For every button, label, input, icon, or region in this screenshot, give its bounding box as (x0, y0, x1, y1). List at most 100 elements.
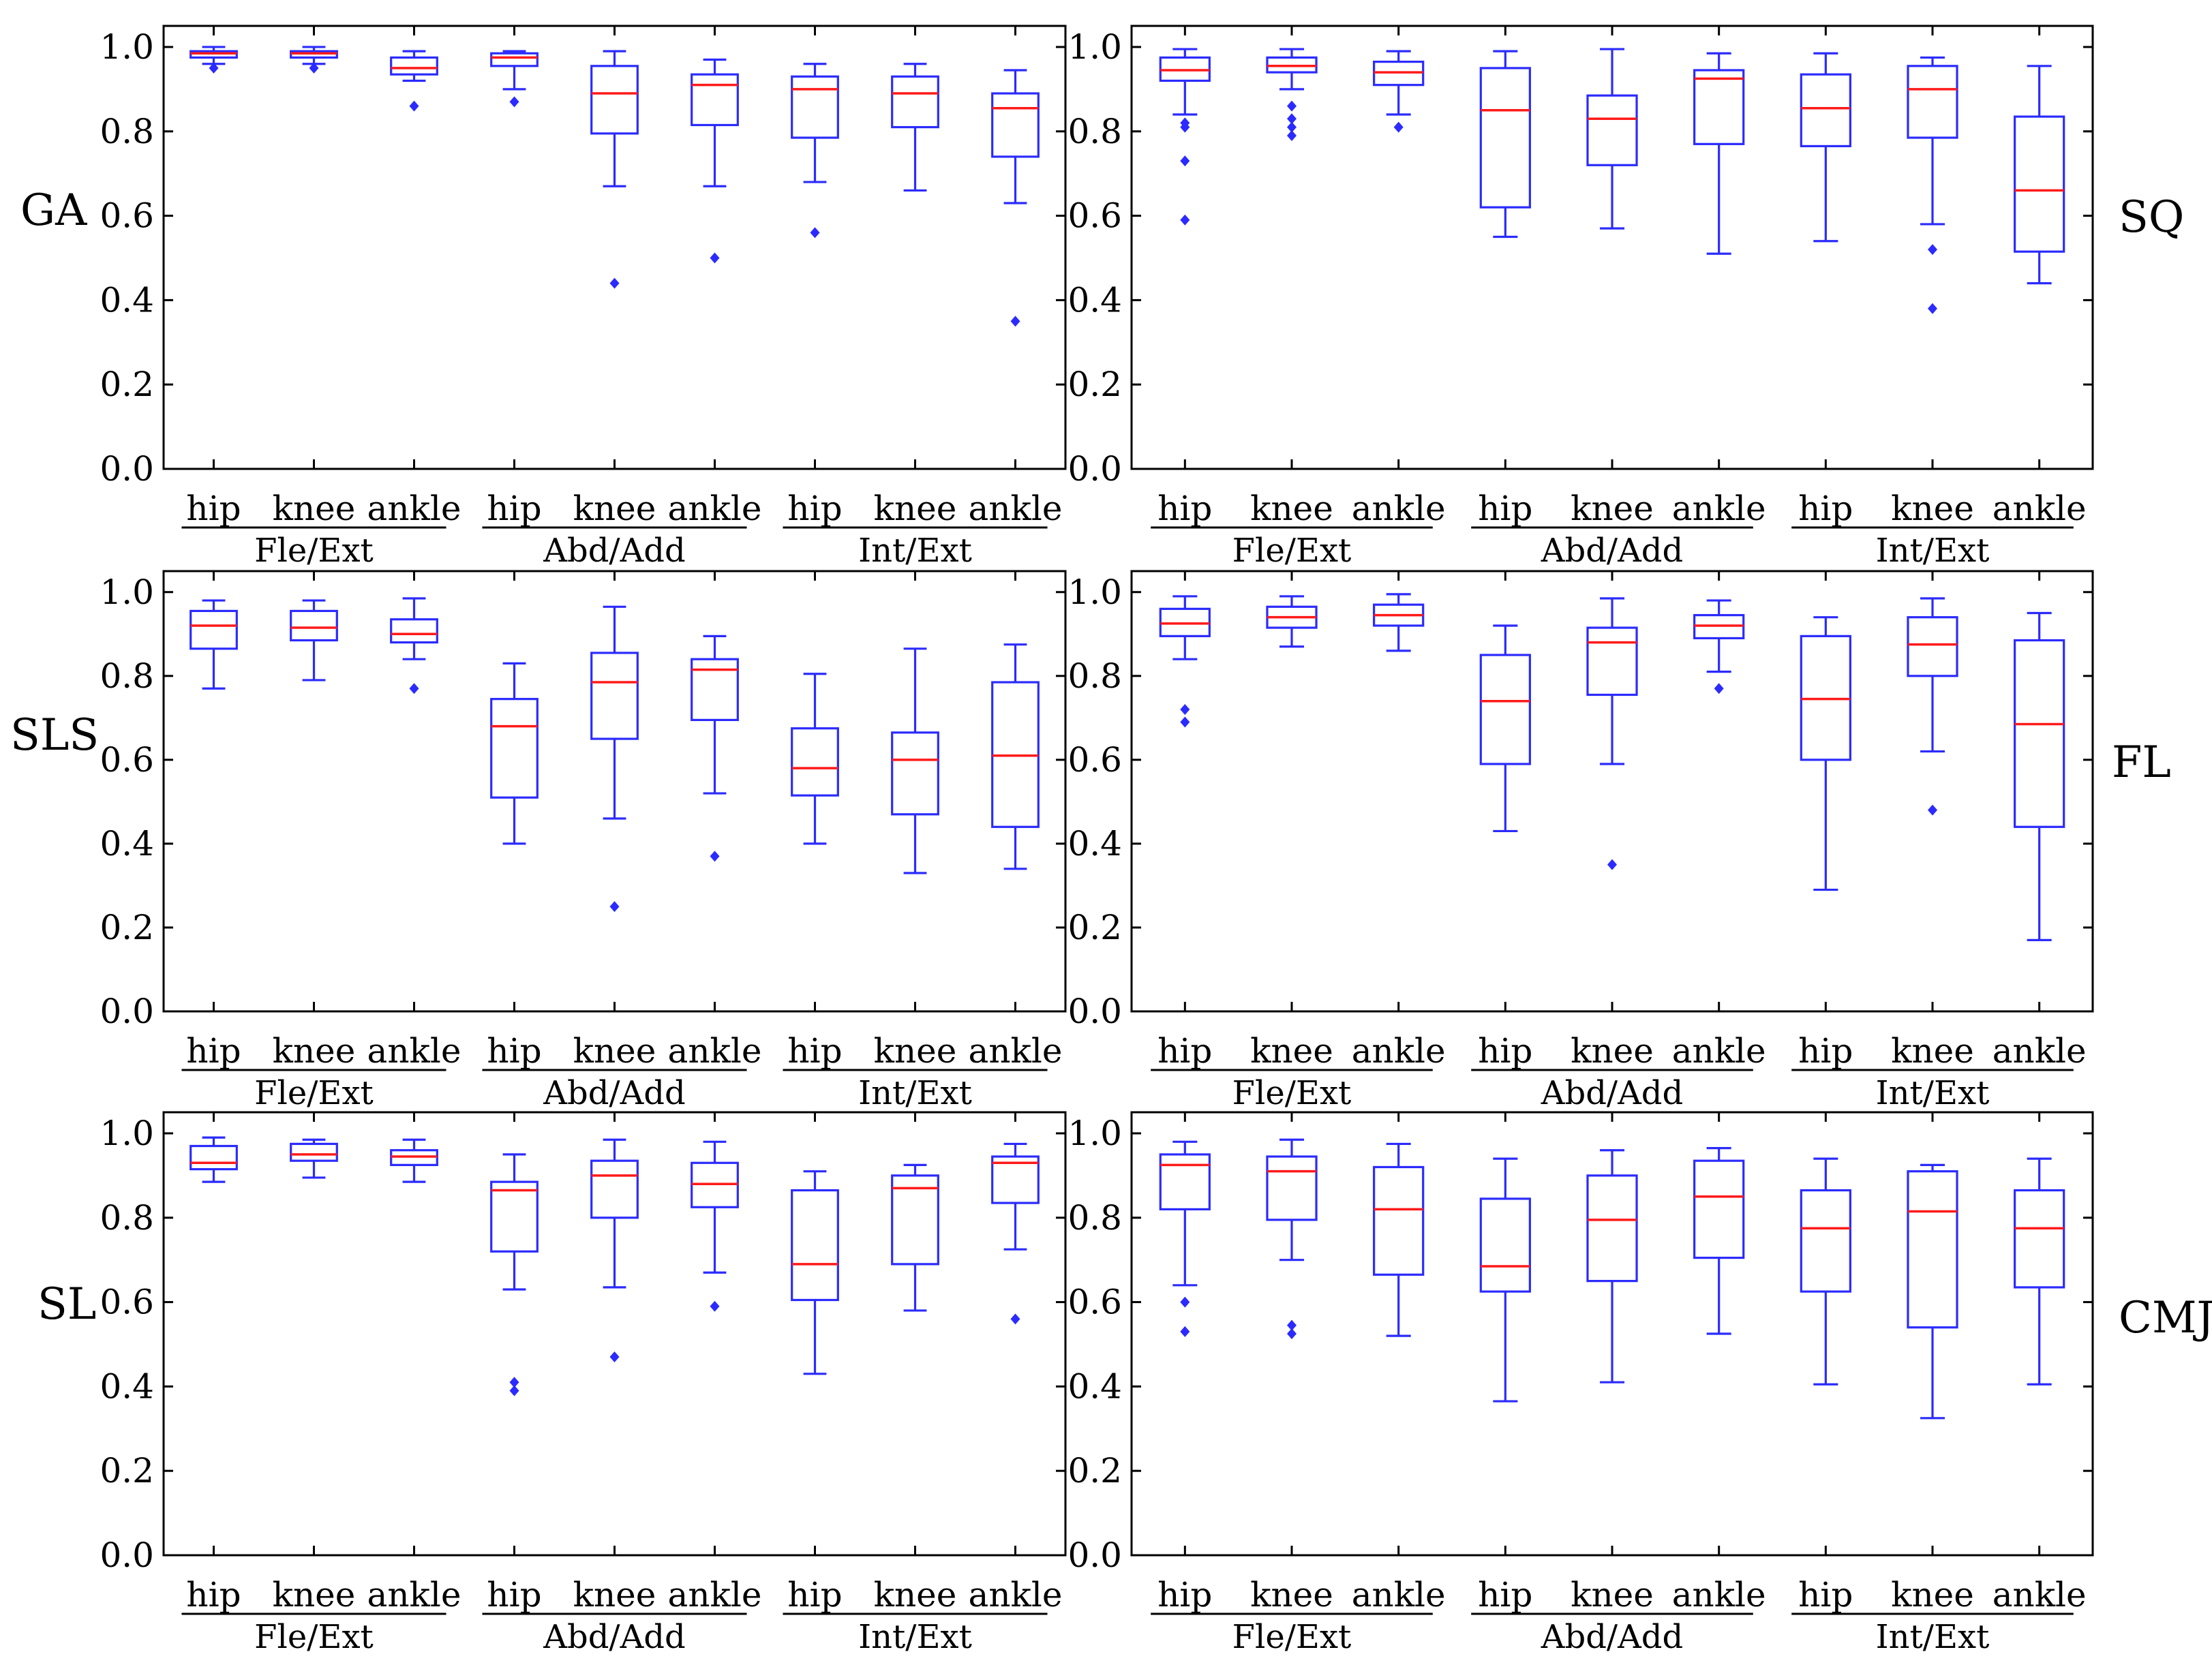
group-label-abd-add: Abd/Add (543, 1074, 685, 1112)
outlier-point (609, 901, 620, 913)
iqr-box (590, 65, 639, 135)
x-tick-label-hip: hip (1157, 1031, 1212, 1071)
x-tick-label-hip: hip (787, 489, 842, 528)
x-tick-label-ankle: ankle (1352, 1575, 1446, 1615)
x-tick-label-hip: hip (1478, 1575, 1532, 1615)
outlier-point (1180, 1296, 1190, 1308)
x-tick-label-hip: hip (186, 1031, 241, 1071)
box-abd-add-hip (490, 662, 539, 845)
iqr-box (1479, 1197, 1531, 1293)
x-tick-label-hip: hip (1798, 1575, 1853, 1615)
iqr-box (1907, 65, 1958, 139)
y-tick-label: 0.4 (1067, 280, 1122, 320)
iqr-box (1693, 1159, 1745, 1259)
box-abd-add-hip (1479, 50, 1531, 239)
iqr-box (1907, 616, 1958, 677)
y-tick-label: 1.0 (100, 572, 154, 612)
box-abd-add-knee (1586, 48, 1638, 230)
group-label-int-ext: Int/Ext (1876, 1074, 1990, 1112)
iqr-box (290, 609, 338, 642)
y-tick-label: 0.2 (1067, 1451, 1122, 1490)
box-int-ext-ankle (991, 643, 1040, 870)
x-tick-label-ankle: ankle (1672, 489, 1766, 528)
x-tick-label-hip: hip (1478, 489, 1532, 528)
y-tick-label: 1.0 (1067, 27, 1122, 67)
box-fle-ext-ankle (390, 597, 438, 694)
y-tick-label: 0.8 (100, 112, 154, 151)
y-tick-label: 0.2 (1067, 908, 1122, 947)
iqr-box (1159, 1153, 1211, 1210)
group-label-abd-add: Abd/Add (543, 1618, 685, 1656)
group-label-int-ext: Int/Ext (1876, 1618, 1990, 1656)
outlier-point (1928, 244, 1937, 256)
x-tick-label-knee: knee (874, 489, 957, 528)
y-tick-label: 1.0 (1067, 572, 1122, 612)
y-tick-label: 0.2 (100, 908, 154, 947)
box-abd-add-ankle (691, 1140, 739, 1312)
y-tick-label: 0.0 (100, 992, 154, 1031)
iqr-box (390, 618, 438, 644)
outlier-point (1180, 704, 1190, 716)
box-int-ext-hip (1800, 52, 1851, 243)
x-tick-label-hip: hip (787, 1031, 842, 1071)
iqr-box (1586, 94, 1638, 166)
iqr-box (290, 1142, 338, 1162)
x-tick-label-knee: knee (1571, 1031, 1654, 1071)
y-tick-label: 0.8 (100, 656, 154, 696)
outlier-point (1714, 683, 1724, 694)
iqr-box (1586, 1174, 1638, 1283)
outlier-point (1287, 1328, 1297, 1339)
iqr-box (1479, 67, 1531, 209)
box-fle-ext-hip (190, 1136, 238, 1183)
x-tick-label-hip: hip (1157, 1575, 1212, 1615)
group-label-abd-add: Abd/Add (543, 532, 685, 570)
outlier-point (1010, 316, 1020, 327)
box-fle-ext-hip (1159, 48, 1211, 226)
iqr-box (1907, 1170, 1958, 1329)
box-fle-ext-knee (1266, 1138, 1318, 1339)
box-int-ext-ankle (991, 69, 1040, 327)
group-label-fle-ext: Fle/Ext (1232, 532, 1352, 570)
y-tick-label: 0.6 (100, 196, 154, 236)
iqr-box (691, 73, 739, 127)
group-label-abd-add: Abd/Add (1541, 1618, 1683, 1656)
y-tick-label: 0.8 (1067, 1198, 1122, 1238)
box-fle-ext-knee (290, 1138, 338, 1179)
y-tick-label: 0.0 (1067, 1535, 1122, 1575)
x-tick-label-knee: knee (1571, 489, 1654, 528)
x-tick-label-ankle: ankle (367, 489, 461, 528)
y-tick-label: 0.4 (1067, 824, 1122, 863)
box-int-ext-hip (1800, 616, 1851, 891)
x-tick-label-ankle: ankle (969, 1031, 1063, 1071)
plot-frame (1130, 570, 2094, 1013)
iqr-box (490, 1180, 539, 1253)
x-tick-label-ankle: ankle (1352, 1031, 1446, 1071)
iqr-box (490, 52, 539, 67)
panel-label-sl: SL (37, 1279, 96, 1330)
box-int-ext-hip (1800, 1157, 1851, 1386)
outlier-point (509, 1385, 519, 1396)
outlier-point (509, 1377, 519, 1388)
box-fle-ext-ankle (1373, 593, 1425, 652)
iqr-box (891, 1174, 939, 1266)
y-tick-label: 0.6 (100, 1283, 154, 1322)
box-int-ext-hip (791, 1170, 839, 1375)
box-int-ext-ankle (991, 1142, 1040, 1325)
outlier-point (309, 62, 319, 74)
outlier-point (1928, 303, 1937, 314)
group-label-fle-ext: Fle/Ext (1232, 1074, 1352, 1112)
outlier-point (1287, 121, 1297, 133)
box-int-ext-knee (891, 647, 939, 874)
y-tick-label: 0.0 (1067, 992, 1122, 1031)
box-abd-add-ankle (691, 58, 739, 264)
box-abd-add-hip (1479, 624, 1531, 833)
box-int-ext-knee (1907, 1163, 1958, 1420)
iqr-box (2014, 639, 2065, 828)
group-label-int-ext: Int/Ext (858, 1074, 972, 1112)
x-tick-label-hip: hip (487, 1031, 541, 1071)
box-abd-add-ankle (1693, 52, 1745, 255)
x-tick-label-knee: knee (273, 1575, 356, 1615)
y-tick-label: 0.0 (100, 449, 154, 489)
box-int-ext-knee (891, 1163, 939, 1312)
box-abd-add-ankle (1693, 1147, 1745, 1335)
